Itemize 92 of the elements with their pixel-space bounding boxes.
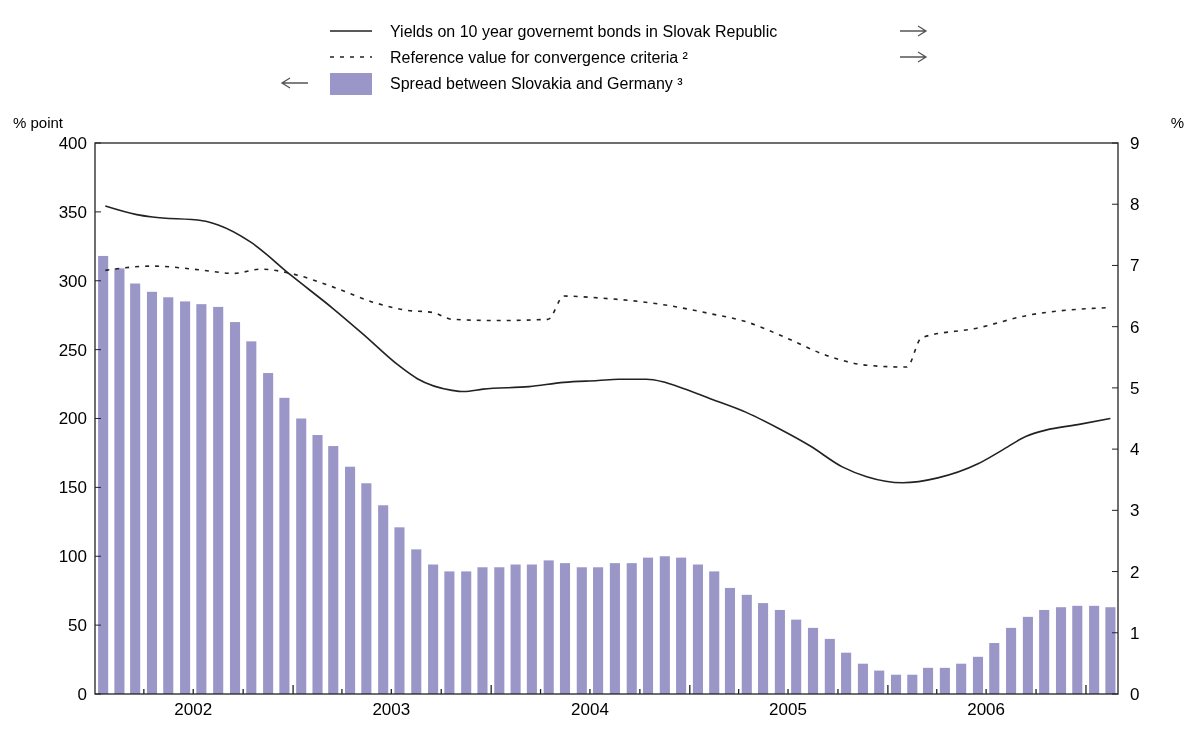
bar (296, 418, 307, 694)
legend-label: Spread between Slovakia and Germany ³ (390, 75, 684, 92)
bar (593, 567, 604, 694)
bar (411, 549, 422, 694)
bar (180, 301, 191, 694)
bar (394, 527, 405, 694)
bar (741, 594, 752, 694)
y2-tick-label: 1 (1130, 623, 1140, 643)
bar (114, 268, 125, 694)
bar (939, 667, 950, 694)
bar (345, 466, 356, 694)
bar (378, 505, 389, 694)
legend-label: Reference value for convergence criteria ² (390, 49, 689, 66)
bar (709, 571, 720, 694)
y2-tick-label: 6 (1130, 317, 1140, 337)
bar (543, 560, 554, 694)
y2-tick-label: 8 (1130, 195, 1140, 215)
bar (1105, 607, 1116, 694)
bar (659, 556, 670, 694)
bar (146, 291, 158, 694)
bar (361, 483, 372, 694)
y2-tick-label: 7 (1130, 256, 1140, 276)
bar (609, 563, 620, 694)
y-tick-label: 250 (58, 340, 87, 360)
bar (692, 564, 703, 694)
y-tick-label: 300 (58, 271, 87, 291)
bar (972, 656, 984, 694)
bar (989, 643, 1000, 694)
y-tick-label: 0 (77, 684, 87, 704)
bar (213, 306, 224, 694)
y-tick-label: 100 (58, 547, 87, 567)
x-tick-label: 2005 (769, 700, 807, 719)
y-tick-label: 400 (58, 133, 87, 153)
bar (229, 322, 241, 694)
legend-label: Yields on 10 year governemt bonds in Slovak Republic (390, 23, 778, 40)
bar (477, 567, 488, 694)
y-tick-label: 350 (58, 202, 87, 222)
y2-tick-label: 2 (1130, 562, 1140, 582)
bar (758, 603, 769, 694)
line-series (104, 205, 1112, 484)
bar (1022, 616, 1033, 694)
bar (98, 255, 109, 694)
bar (246, 341, 257, 694)
bar (328, 446, 339, 694)
bar (559, 563, 571, 694)
bar (923, 667, 934, 694)
x-tick-label: 2006 (967, 700, 1006, 719)
bar (312, 435, 323, 694)
bar (1072, 605, 1083, 694)
y-axis-title: % point (13, 114, 64, 131)
bar (163, 297, 174, 694)
bar (807, 627, 819, 694)
x-tick-label: 2004 (571, 700, 609, 719)
y2-tick-label: 3 (1130, 501, 1140, 521)
bar (676, 557, 687, 694)
bar (791, 619, 802, 694)
bar (444, 571, 455, 694)
bar (263, 373, 274, 694)
bar (1055, 607, 1067, 694)
y2-tick-label: 4 (1130, 440, 1140, 460)
y2-axis-title: % (1170, 114, 1184, 131)
y2-tick-label: 9 (1130, 133, 1140, 153)
bar (196, 304, 207, 694)
bar (576, 567, 587, 694)
x-tick-label: 2003 (372, 700, 411, 719)
bar (874, 670, 885, 694)
bar (1006, 627, 1017, 694)
bar (890, 674, 902, 694)
bar (956, 663, 967, 694)
y-tick-label: 50 (68, 616, 87, 636)
bar (494, 567, 505, 694)
bar (279, 397, 290, 694)
bar (841, 652, 852, 694)
bar (1039, 609, 1050, 694)
bar (724, 587, 736, 694)
bar (774, 609, 785, 694)
y2-tick-label: 5 (1130, 378, 1140, 398)
x-tick-label: 2002 (174, 700, 213, 719)
bar (510, 564, 521, 694)
bar (461, 571, 472, 694)
bar (907, 674, 918, 694)
bar (626, 563, 637, 694)
bar (130, 283, 141, 694)
bar (857, 663, 868, 694)
y-tick-label: 200 (58, 409, 87, 429)
y2-tick-label: 0 (1130, 684, 1140, 704)
bar (526, 564, 537, 694)
bar (1089, 605, 1100, 694)
y-tick-label: 150 (58, 478, 87, 498)
bar (428, 564, 439, 694)
bar (642, 557, 654, 694)
bar (824, 638, 835, 694)
